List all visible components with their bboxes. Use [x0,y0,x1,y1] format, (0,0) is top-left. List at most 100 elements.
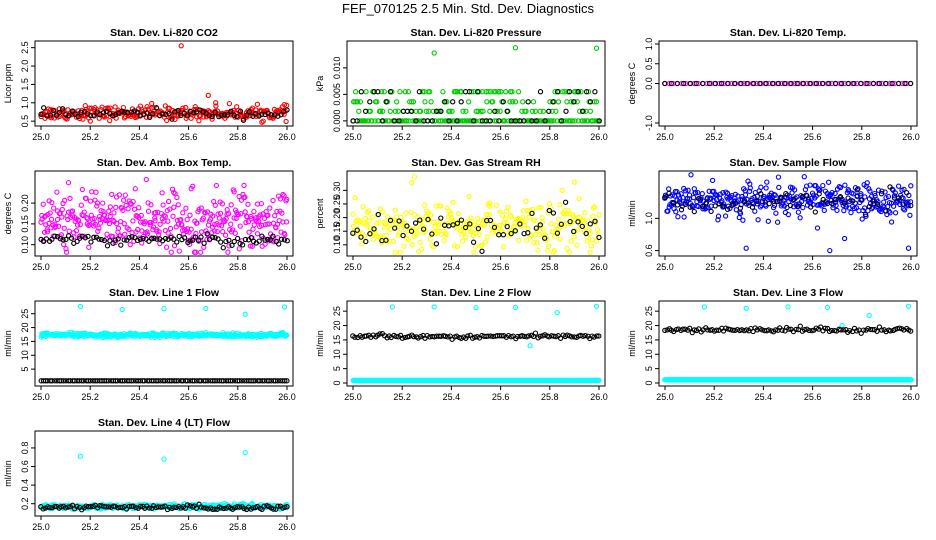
data-point [703,200,710,206]
data-point [160,202,166,208]
data-point [487,118,493,124]
data-point [152,215,158,221]
y-tick-label: 1.0 [644,38,654,51]
x-tick-label: 26.0 [278,132,296,142]
data-point [281,237,288,243]
data-point [504,223,510,230]
panel-title: Stan. Dev. Sample Flow [729,157,847,169]
x-tick-label: 25.0 [656,262,674,272]
data-point [463,234,469,240]
data-point [206,112,212,119]
data-point [537,89,544,95]
data-point [681,80,687,87]
data-point [532,217,538,224]
data-point [140,235,146,242]
y-tick-label: 15 [20,336,30,346]
data-point [245,219,252,225]
data-point [594,333,600,339]
data-point [765,327,772,333]
data-point [49,199,55,206]
data-point [580,333,586,339]
data-point [838,80,845,87]
data-point [244,112,250,118]
y-axis-label: Licor ppm [3,64,13,104]
data-point [394,214,400,220]
data-point [360,204,366,210]
data-point [200,215,206,221]
data-point [840,327,846,333]
data-point [282,231,288,238]
data-point [112,237,118,243]
data-point [507,99,513,105]
x-tick-label: 25.2 [393,262,411,272]
data-point [152,210,159,216]
outlier-point [281,101,288,108]
data-point [54,189,60,195]
data-point [204,209,211,215]
data-point [148,219,154,226]
data-point [504,221,510,227]
data-point [885,193,892,200]
data-point [727,326,733,333]
data-point [280,191,286,198]
data-point [392,207,398,213]
data-point [181,110,188,116]
data-point [531,240,537,246]
data-point [662,80,668,87]
data-point [433,241,440,247]
data-point [419,89,426,95]
data-point [503,89,509,95]
data-point [155,378,161,384]
data-point [534,240,540,246]
data-point [284,504,290,510]
data-point [699,203,706,210]
data-point [438,215,444,221]
data-point [377,206,383,212]
data-point [467,228,473,235]
data-point [403,210,409,216]
x-tick-label: 25.8 [229,392,247,402]
data-point [229,378,236,384]
data-point [737,210,744,217]
data-point [272,213,278,219]
data-point [523,108,529,114]
data-point [357,99,364,105]
outlier-point [527,343,533,349]
data-point [66,228,72,234]
data-point [545,118,551,124]
data-point [821,207,827,214]
x-tick-label: 25.0 [32,522,50,532]
data-point [183,228,190,235]
data-point [555,99,562,105]
data-point [171,204,177,210]
data-point [399,335,406,341]
data-point [825,179,832,185]
data-point [212,228,218,234]
data-point [854,328,860,334]
data-point [232,230,238,236]
data-point [738,80,744,87]
data-point [63,246,69,252]
data-point [783,190,789,197]
data-point [74,238,80,245]
x-tick-label: 25.8 [541,392,559,402]
data-point [376,219,382,225]
data-point [471,249,477,255]
data-point [838,327,844,333]
data-point [193,249,199,255]
data-point [680,326,686,332]
data-point [150,111,156,117]
y-tick-label: 0.2 [20,497,30,510]
data-point [240,117,247,123]
y-axis-label: kPa [315,76,325,92]
data-point [284,332,290,338]
plot-frame [658,300,918,387]
data-point [662,327,668,334]
x-tick-label: 26.0 [902,262,920,272]
data-point [358,240,365,247]
data-point [429,118,436,124]
data-point [60,378,67,384]
data-point [858,80,864,87]
data-point [163,244,170,250]
outlier-point [841,235,848,242]
